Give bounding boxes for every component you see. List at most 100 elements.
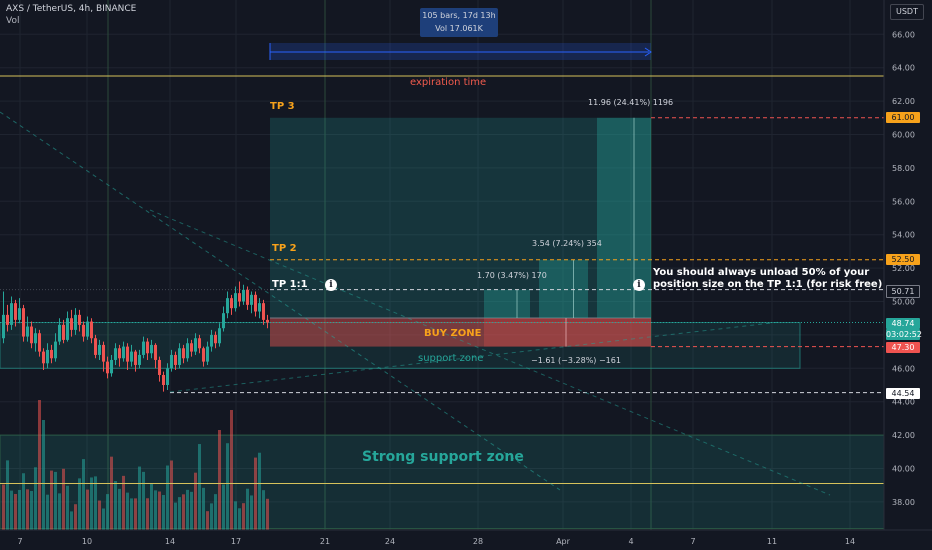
- volume-bar: [242, 503, 245, 530]
- volume-bar: [122, 475, 125, 530]
- info-icon[interactable]: i: [633, 279, 645, 291]
- volume-bar: [82, 459, 85, 530]
- candle-body: [54, 341, 57, 359]
- volume-bar: [50, 470, 53, 530]
- candle-body: [22, 308, 25, 337]
- volume-bar: [14, 493, 17, 530]
- volume-bar: [130, 498, 133, 530]
- risk-note: You should always unload 50% of your pos…: [653, 267, 882, 291]
- x-tick-label: 10: [82, 537, 92, 546]
- candle-body: [222, 313, 225, 329]
- candle-body: [182, 348, 185, 359]
- risk-note-line1: You should always unload 50% of your: [653, 267, 870, 278]
- volume-bar: [262, 490, 265, 530]
- candle-body: [190, 343, 193, 352]
- candle-body: [114, 348, 117, 360]
- candle-body: [58, 324, 61, 342]
- volume-bar: [254, 457, 257, 530]
- symbol-title[interactable]: AXS / TetherUS, 4h, BINANCE: [6, 4, 137, 14]
- volume-bar: [38, 400, 41, 530]
- buy-zone-label: BUY ZONE: [424, 328, 482, 339]
- volume-bar: [166, 465, 169, 530]
- candle-body: [86, 321, 89, 337]
- x-tick-label: 24: [385, 537, 395, 546]
- loss-stat-label: −1.61 (−3.28%) −161: [531, 356, 621, 365]
- tp11-label: TP 1:1: [272, 279, 308, 290]
- volume-bar: [178, 497, 181, 530]
- volume-bar: [206, 511, 209, 530]
- candle-body: [134, 351, 137, 365]
- volume-bar: [134, 498, 137, 530]
- volume-bar: [258, 452, 261, 530]
- candle-body: [258, 303, 261, 312]
- candle-body: [74, 314, 77, 330]
- volume-bar: [98, 500, 101, 530]
- volume-indicator-label[interactable]: Vol: [6, 16, 20, 26]
- candle-body: [82, 324, 85, 337]
- candle-body: [98, 344, 101, 355]
- volume-bar: [62, 468, 65, 530]
- candle-body: [34, 333, 37, 344]
- price-tag-low: 44.54: [886, 388, 920, 399]
- candle-body: [138, 354, 141, 365]
- y-tick-label: 46.00: [892, 364, 915, 373]
- candle-body: [66, 318, 69, 340]
- candle-body: [90, 321, 93, 339]
- price-tag-countdown: 03:02:52: [886, 329, 922, 340]
- target-step: [539, 259, 588, 319]
- x-tick-label: 4: [628, 537, 633, 546]
- info-icon[interactable]: i: [325, 279, 337, 291]
- target-step: [484, 289, 530, 319]
- price-axis: [884, 0, 932, 550]
- candle-body: [18, 308, 21, 320]
- info-bars: 105 bars, 17d 13h: [422, 11, 496, 20]
- candle-body: [142, 341, 145, 355]
- volume-bar: [210, 503, 213, 530]
- candle-body: [102, 344, 105, 362]
- candle-body: [30, 326, 33, 344]
- volume-bar: [6, 460, 9, 530]
- volume-bar: [74, 504, 77, 530]
- y-tick-label: 50.00: [892, 298, 915, 307]
- y-tick-label: 64.00: [892, 64, 915, 73]
- volume-bar: [86, 489, 89, 530]
- date-range-arrowhead: [644, 47, 652, 57]
- candle-body: [198, 338, 201, 349]
- volume-bar: [182, 494, 185, 530]
- volume-bar: [94, 476, 97, 530]
- volume-bar: [30, 491, 33, 530]
- candle-body: [230, 298, 233, 309]
- volume-bar: [118, 488, 121, 530]
- candle-body: [130, 351, 133, 362]
- trend-line-dashed: [169, 321, 781, 393]
- currency-button[interactable]: USDT: [890, 4, 924, 20]
- y-tick-label: 62.00: [892, 97, 915, 106]
- tp3-stat-label: 11.96 (24.41%) 1196: [588, 98, 674, 107]
- price-tag-tp11: 50.71: [886, 285, 920, 298]
- candle-body: [158, 359, 161, 375]
- volume-bar: [46, 494, 49, 530]
- volume-bar: [106, 494, 109, 530]
- candle-body: [162, 374, 165, 385]
- y-tick-label: 40.00: [892, 465, 915, 474]
- volume-bar: [186, 489, 189, 530]
- volume-bar: [102, 508, 105, 530]
- volume-bar: [126, 492, 129, 530]
- volume-bar: [170, 460, 173, 530]
- volume-bar: [138, 466, 141, 530]
- candle-body: [238, 293, 241, 302]
- time-axis: [0, 530, 932, 550]
- x-tick-label: 21: [320, 537, 330, 546]
- volume-bar: [90, 477, 93, 530]
- volume-bar: [238, 508, 241, 530]
- candle-body: [186, 343, 189, 359]
- strong-support-label: Strong support zone: [362, 449, 524, 465]
- y-tick-label: 52.00: [892, 264, 915, 273]
- candle-body: [150, 344, 153, 354]
- candle-body: [26, 326, 29, 337]
- candle-body: [254, 294, 257, 312]
- candle-body: [46, 349, 49, 364]
- risk-note-line2: position size on the TP 1:1 (for risk fr…: [653, 279, 883, 290]
- y-tick-label: 54.00: [892, 231, 915, 240]
- candle-body: [38, 333, 41, 352]
